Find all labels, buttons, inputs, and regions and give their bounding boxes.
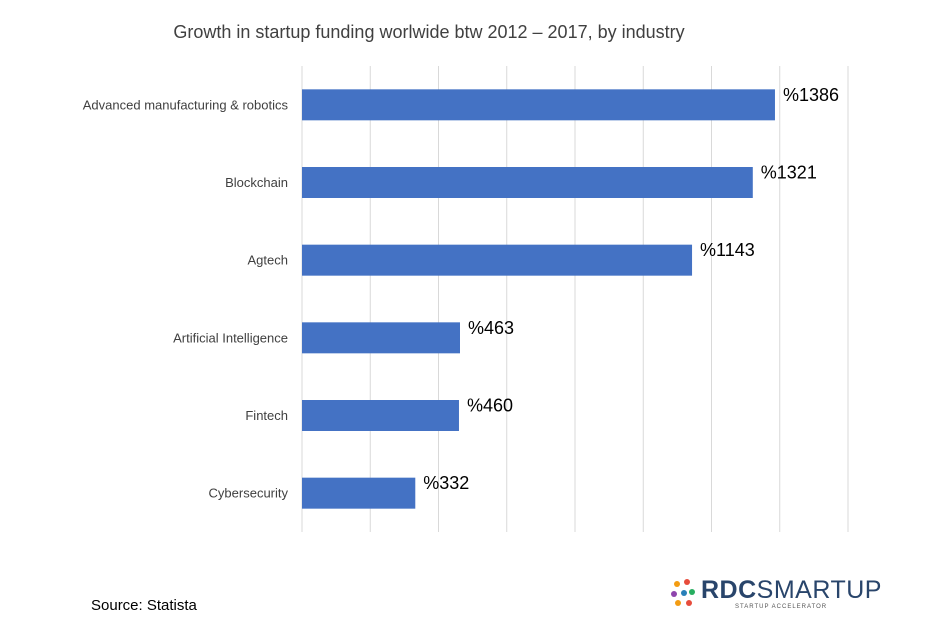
category-label: Artificial Intelligence [173, 330, 288, 345]
logo-brand: RDCSMARTUP [701, 576, 882, 605]
bar [302, 400, 459, 431]
bar [302, 477, 416, 509]
category-label: Blockchain [225, 175, 288, 190]
bar [302, 89, 775, 121]
category-label: Advanced manufacturing & robotics [83, 97, 289, 112]
data-label: %460 [467, 396, 513, 416]
data-label: %332 [423, 473, 469, 493]
brain-logo-icon [671, 579, 695, 606]
logo-brand-bold: RDC [701, 576, 757, 604]
bar [302, 322, 460, 354]
gridlines [301, 66, 849, 532]
category-label: Cybersecurity [209, 486, 289, 501]
rdc-smartup-logo: RDCSMARTUP STARTUP ACCELERATOR [668, 574, 881, 616]
chart-title: Growth in startup funding worlwide btw 2… [173, 22, 685, 42]
logo-brand-rest: SMARTUP [756, 576, 882, 604]
bar [302, 244, 693, 276]
data-labels: %1386 %1321 %1143 %463 %460 %332 [423, 85, 839, 493]
logo-tagline: STARTUP ACCELERATOR [735, 604, 828, 610]
data-label: %1386 [783, 85, 839, 105]
data-label: %463 [468, 318, 514, 338]
data-label: %1143 [700, 240, 755, 260]
data-label: %1321 [761, 163, 817, 183]
source-note: Source: Statista [91, 597, 197, 614]
bar [302, 167, 753, 198]
category-labels: Advanced manufacturing & robotics Blockch… [83, 97, 289, 500]
category-label: Fintech [245, 408, 288, 423]
bars [302, 89, 775, 509]
category-label: Agtech [248, 253, 288, 268]
bar-chart: Advanced manufacturing & robotics Blockch… [83, 66, 849, 532]
